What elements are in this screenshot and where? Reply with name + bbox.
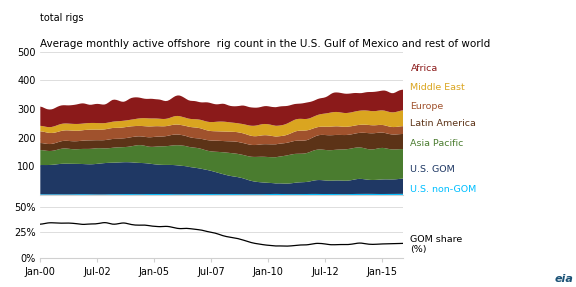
- Text: Average monthly active offshore  rig count in the U.S. Gulf of Mexico and rest o: Average monthly active offshore rig coun…: [40, 39, 491, 49]
- Text: Middle East: Middle East: [411, 83, 465, 92]
- Text: U.S. GOM: U.S. GOM: [411, 165, 455, 174]
- Text: Europe: Europe: [411, 102, 444, 111]
- Text: Africa: Africa: [411, 64, 438, 73]
- Text: Latin America: Latin America: [411, 119, 476, 128]
- Text: eia: eia: [554, 274, 573, 284]
- Text: U.S. non-GOM: U.S. non-GOM: [411, 185, 477, 194]
- Text: GOM share
(%): GOM share (%): [411, 235, 463, 255]
- Text: total rigs: total rigs: [40, 13, 84, 23]
- Text: Asia Pacific: Asia Pacific: [411, 139, 464, 148]
